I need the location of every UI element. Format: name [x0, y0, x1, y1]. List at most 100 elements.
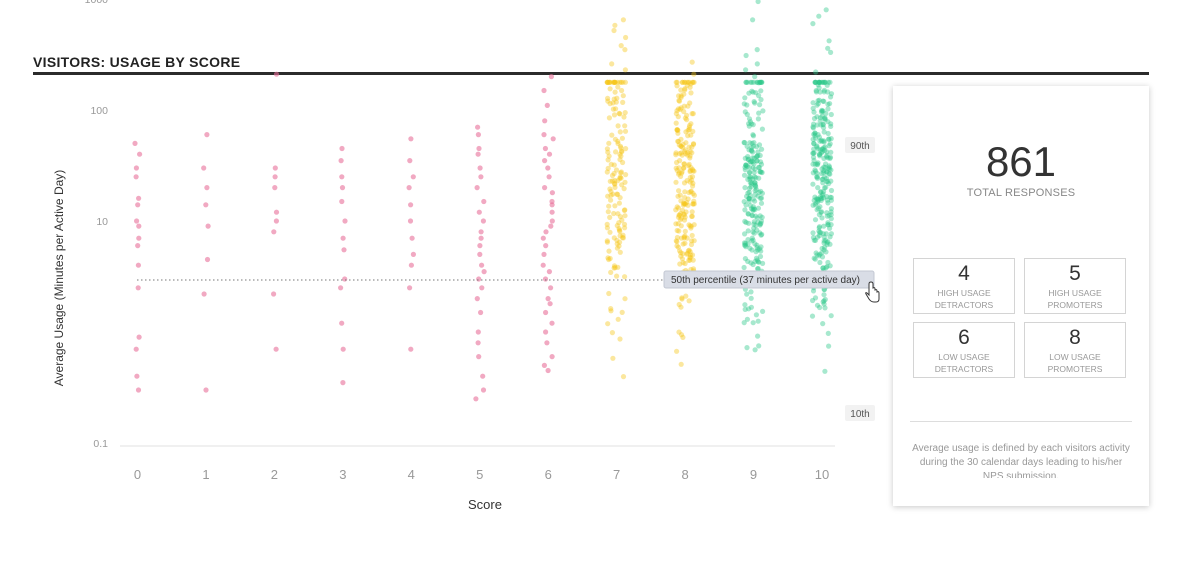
data-point-score-7	[605, 321, 611, 327]
data-point-score-7	[620, 232, 626, 238]
data-point-score-8	[691, 192, 698, 198]
data-point-score-8	[687, 155, 693, 161]
percentile-label-bottom: 10th	[850, 409, 869, 420]
data-point-score-7	[620, 93, 626, 99]
low-usage-promoters-card[interactable]: 8 LOW USAGE PROMOTERS	[1024, 322, 1126, 378]
data-point-score-8	[681, 103, 687, 109]
data-point-score-0	[135, 387, 142, 393]
data-point-score-8	[690, 180, 696, 186]
data-point-score-10	[811, 146, 817, 152]
data-point-score-8	[687, 257, 693, 263]
data-point-score-10	[811, 121, 817, 127]
data-point-score-2	[271, 229, 277, 235]
data-point-score-3	[340, 346, 346, 352]
data-point-score-9	[755, 149, 761, 155]
data-point-score-10	[820, 79, 826, 85]
data-point-score-6	[548, 285, 554, 291]
data-point-score-10	[813, 168, 819, 174]
data-point-score-8	[682, 201, 688, 207]
data-point-score-8	[678, 94, 684, 100]
data-point-score-4	[407, 218, 414, 224]
panel-divider	[910, 421, 1132, 422]
data-point-score-8	[678, 361, 684, 367]
data-point-score-9	[750, 133, 757, 139]
data-point-score-4	[408, 202, 414, 208]
data-point-score-10	[810, 235, 817, 241]
data-point-score-9	[744, 143, 750, 149]
data-point-score-9	[743, 162, 749, 168]
title-divider	[33, 72, 1149, 75]
data-point-score-7	[606, 79, 612, 85]
data-point-score-10	[811, 197, 817, 203]
data-point-score-8	[678, 253, 684, 259]
data-point-score-9	[750, 155, 756, 161]
data-point-score-10	[816, 79, 822, 85]
data-point-score-9	[754, 158, 760, 164]
data-point-score-10	[825, 155, 831, 161]
data-point-score-9	[743, 219, 749, 226]
data-point-score-7	[607, 86, 613, 92]
data-point-score-8	[689, 59, 695, 65]
data-point-score-10	[828, 216, 834, 222]
data-point-score-8	[689, 209, 695, 215]
low-usage-detractors-card[interactable]: 6 LOW USAGE DETRACTORS	[913, 322, 1015, 378]
high-usage-detractors-count: 4	[958, 262, 970, 285]
data-point-score-9	[748, 159, 754, 165]
high-usage-promoters-card[interactable]: 5 HIGH USAGE PROMOTERS	[1024, 258, 1126, 314]
data-point-score-8	[690, 266, 697, 272]
data-point-score-2	[273, 218, 279, 224]
data-point-score-10	[819, 192, 825, 198]
data-point-score-10	[824, 149, 830, 155]
data-point-score-9	[748, 304, 755, 310]
data-point-score-9	[745, 258, 751, 264]
data-point-score-10	[826, 143, 832, 149]
data-point-score-7	[611, 180, 618, 187]
data-point-score-4	[407, 285, 413, 291]
data-point-score-10	[823, 161, 829, 167]
data-point-score-8	[674, 83, 680, 89]
high-usage-detractors-card[interactable]: 4 HIGH USAGE DETRACTORS	[913, 258, 1015, 314]
data-point-score-6	[543, 329, 549, 335]
data-point-score-10	[822, 115, 828, 121]
data-point-score-7	[613, 106, 619, 112]
data-point-score-7	[605, 79, 611, 85]
data-point-score-8	[680, 79, 686, 85]
data-point-score-7	[612, 79, 618, 85]
low-usage-promoters-label-2: PROMOTERS	[1047, 364, 1103, 374]
data-point-score-10	[814, 102, 820, 108]
data-point-score-10	[816, 79, 822, 85]
data-point-score-9	[757, 195, 764, 201]
data-point-score-10	[828, 94, 834, 100]
data-point-score-5	[476, 145, 482, 152]
data-point-score-8	[682, 260, 688, 267]
data-point-score-8	[680, 251, 686, 257]
data-point-score-7	[618, 79, 624, 85]
data-point-score-7	[611, 96, 617, 102]
percentile-badge-top	[845, 137, 875, 153]
data-point-score-7	[605, 79, 611, 85]
data-point-score-7	[605, 193, 611, 199]
data-point-score-8	[687, 255, 693, 261]
data-point-score-8	[676, 98, 683, 104]
data-point-score-8	[685, 133, 691, 139]
data-point-score-9	[745, 228, 751, 234]
data-point-score-7	[618, 145, 624, 151]
data-point-score-10	[813, 79, 819, 85]
data-point-score-10	[822, 115, 828, 121]
data-point-score-10	[821, 238, 827, 244]
data-point-score-9	[750, 122, 756, 128]
data-point-score-5	[480, 373, 486, 379]
data-point-score-10	[828, 222, 834, 228]
data-point-score-10	[825, 239, 831, 245]
data-point-score-7	[607, 79, 613, 85]
data-point-score-10	[824, 264, 830, 270]
x-tick-label: 7	[613, 467, 620, 482]
data-point-score-10	[821, 87, 828, 93]
data-point-score-2	[271, 291, 277, 297]
high-usage-detractors-label-1: HIGH USAGE	[937, 288, 991, 298]
data-point-score-8	[689, 150, 695, 156]
data-point-score-8	[683, 151, 689, 157]
data-point-score-9	[750, 204, 757, 210]
data-point-score-7	[611, 265, 617, 271]
data-point-score-8	[675, 214, 682, 220]
